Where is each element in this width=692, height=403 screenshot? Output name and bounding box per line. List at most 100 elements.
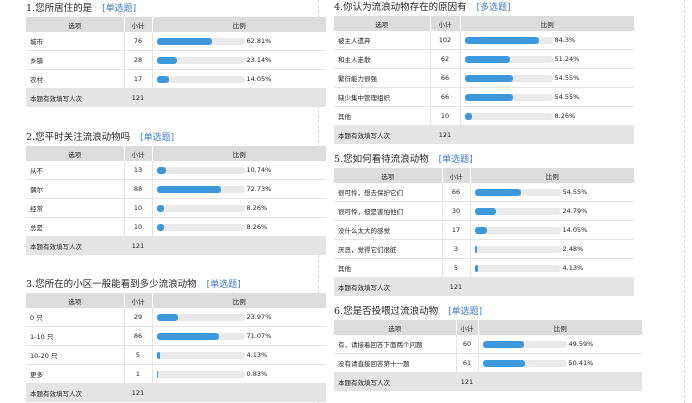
ratio-cell: 14.05% [470,220,634,240]
column-header-option: 选项 [26,17,125,32]
question-type-tag[interactable]: [单选题] [448,307,483,317]
ratio-bar-fill [464,93,513,101]
ratio-bar [474,245,561,253]
table-header-row: 选项 小计 比例 [26,293,326,308]
count-cell: 28 [124,50,153,70]
question-block-6: 6.您是否投喂过流浪动物 [单选题] 选项 小计 比例 有，请接着回答下面两个问题… [334,305,642,391]
question-text: 3.您所在的小区一般能看到多少流浪动物 [26,279,197,290]
ratio-cell: 8.26% [152,217,326,237]
table-row: 没什么太大的感觉 17 14.05% [334,220,634,240]
question-type-tag[interactable]: [单选题] [140,133,175,143]
count-cell: 13 [124,161,153,180]
question-title: 6.您是否投喂过流浪动物 [单选题] [334,305,642,319]
question-title: 2.您平时关注流浪动物吗 [单选题] [26,131,326,145]
count-cell: 3 [442,239,471,259]
question-type-tag[interactable]: [多选题] [476,3,511,13]
ratio-cell: 84.3% [460,31,634,50]
total-count: 121 [124,383,153,402]
ratio-bar-fill [474,188,522,196]
ratio-cell: 54.55% [470,183,634,202]
column-header-ratio: 比例 [152,17,326,32]
ratio-cell: 50.41% [478,353,642,373]
total-row: 本题有效填写人次 121 [334,277,634,296]
ratio-bar-fill [156,370,158,378]
option-label: 其他 [334,106,431,126]
percent-label: 84.3% [554,36,576,44]
ratio-cell: 0.83% [152,364,326,384]
column-header-option: 选项 [334,168,443,183]
table-row: 10-20 只 5 4.13% [26,345,326,365]
stats-table: 选项 小计 比例 城市 76 62.81% 乡镇 28 23.14% 农村 17… [26,17,326,107]
count-cell: 30 [442,201,471,221]
question-type-tag[interactable]: [单选题] [102,4,137,14]
count-cell: 10 [430,106,461,126]
count-cell: 5 [124,345,153,365]
option-label: 偶尔 [26,179,125,199]
total-label: 本题有效填写人次 [26,236,125,255]
column-header-option: 选项 [26,146,125,161]
table-header-row: 选项 小计 比例 [334,320,642,335]
total-label: 本题有效填写人次 [334,125,431,144]
count-cell: 1 [124,364,153,384]
count-cell: 17 [442,220,471,240]
table-row: 繁衍能力很强 66 54.55% [334,68,634,88]
table-row: 从不 13 10.74% [26,161,326,180]
ratio-bar [156,75,245,83]
count-cell: 66 [442,183,471,202]
percent-label: 49.59% [568,340,594,348]
table-row: 和主人走散 62 51.24% [334,49,634,69]
question-text: 4.你认为流浪动物存在的原因有 [334,2,467,13]
table-row: 很可怜，想去保护它们 66 54.55% [334,183,634,202]
ratio-bar-fill [156,332,220,340]
option-label: 总是 [26,217,125,237]
option-label: 有，请接着回答下面两个问题 [334,335,457,354]
percent-label: 50.41% [568,359,594,367]
option-label: 城市 [26,32,125,51]
ratio-bar [156,223,245,231]
ratio-cell: 72.73% [152,179,326,199]
ratio-bar-fill [156,223,164,231]
ratio-bar-fill [156,185,221,193]
ratio-cell: 71.07% [152,326,326,346]
total-label: 本题有效填写人次 [26,383,125,402]
percent-label: 72.73% [246,185,272,193]
ratio-cell: 4.13% [470,258,634,278]
column-header-option: 选项 [334,16,431,31]
ratio-bar-fill [474,264,479,272]
ratio-bar-fill [464,36,539,44]
total-row: 本题有效填写人次 121 [334,125,634,144]
ratio-bar [474,207,561,215]
question-text: 5.您如何看待流浪动物 [334,154,429,165]
percent-label: 62.81% [246,37,272,45]
count-cell: 17 [124,69,153,89]
question-title: 3.您所在的小区一般能看到多少流浪动物 [单选题] [26,278,326,292]
option-label: 0 只 [26,308,125,327]
question-type-tag[interactable]: [单选题] [438,155,473,165]
option-label: 被主人遗弃 [334,31,431,50]
stats-table: 选项 小计 比例 0 只 29 23.97% 1-10 只 86 71.07% … [26,293,326,402]
table-row: 更多 1 0.83% [26,364,326,384]
column-header-ratio: 比例 [152,146,326,161]
percent-label: 23.14% [246,56,272,64]
percent-label: 8.26% [246,204,268,212]
total-row: 本题有效填写人次 121 [26,236,326,255]
total-label: 本题有效填写人次 [334,277,443,296]
percent-label: 0.83% [246,370,268,378]
table-row: 农村 17 14.05% [26,69,326,89]
question-type-tag[interactable]: [单选题] [206,280,241,290]
ratio-bar [464,36,553,44]
table-row: 城市 76 62.81% [26,32,326,51]
ratio-cell: 14.05% [152,69,326,89]
table-row: 很可怜，但是害怕他们 30 24.79% [334,201,634,221]
column-header-ratio: 比例 [478,320,642,335]
stats-table: 选项 小计 比例 从不 13 10.74% 偶尔 88 72.73% 经常 10… [26,146,326,255]
count-cell: 102 [430,31,461,50]
percent-label: 71.07% [246,332,272,340]
count-cell: 88 [124,179,153,199]
option-label: 从不 [26,161,125,180]
percent-label: 54.55% [554,74,580,82]
ratio-cell: 24.79% [470,201,634,221]
option-label: 乡镇 [26,50,125,70]
percent-label: 14.05% [246,75,272,83]
ratio-cell: 10.74% [152,161,326,180]
